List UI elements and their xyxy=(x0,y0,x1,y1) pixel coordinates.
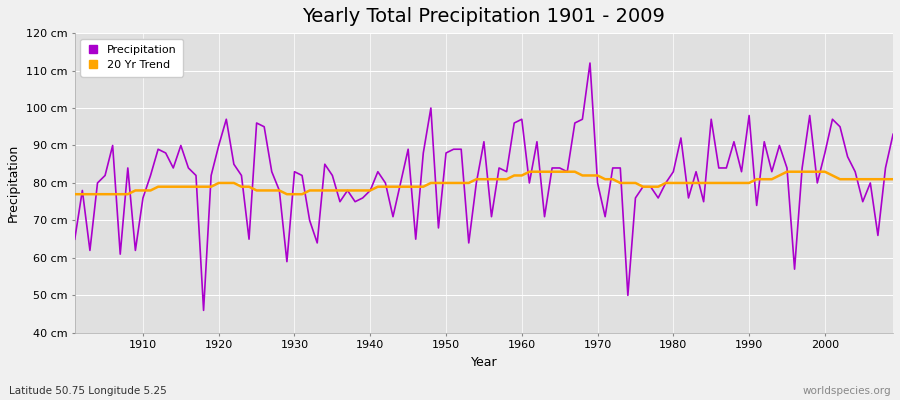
Y-axis label: Precipitation: Precipitation xyxy=(7,144,20,222)
20 Yr Trend xyxy=(517,173,527,178)
Precipitation xyxy=(304,218,315,223)
Text: Latitude 50.75 Longitude 5.25: Latitude 50.75 Longitude 5.25 xyxy=(9,386,166,396)
20 Yr Trend xyxy=(508,173,519,178)
X-axis label: Year: Year xyxy=(471,356,497,369)
Precipitation xyxy=(524,180,535,185)
20 Yr Trend xyxy=(69,192,80,197)
Legend: Precipitation, 20 Yr Trend: Precipitation, 20 Yr Trend xyxy=(80,39,184,77)
20 Yr Trend xyxy=(615,180,626,185)
Precipitation xyxy=(517,117,527,122)
Precipitation xyxy=(585,61,596,66)
Precipitation xyxy=(350,199,361,204)
Precipitation xyxy=(130,248,140,253)
Precipitation xyxy=(623,293,634,298)
20 Yr Trend xyxy=(887,177,898,182)
20 Yr Trend xyxy=(130,188,140,193)
20 Yr Trend xyxy=(297,192,308,197)
Title: Yearly Total Precipitation 1901 - 2009: Yearly Total Precipitation 1901 - 2009 xyxy=(302,7,665,26)
20 Yr Trend xyxy=(524,169,535,174)
20 Yr Trend xyxy=(342,188,353,193)
Precipitation xyxy=(69,237,80,242)
Precipitation xyxy=(887,132,898,137)
Line: Precipitation: Precipitation xyxy=(75,63,893,310)
Line: 20 Yr Trend: 20 Yr Trend xyxy=(75,172,893,194)
Precipitation xyxy=(198,308,209,313)
Text: worldspecies.org: worldspecies.org xyxy=(803,386,891,396)
